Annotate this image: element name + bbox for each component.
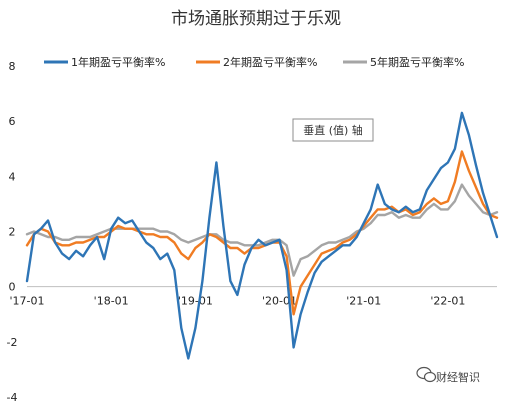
series-line (25, 183, 499, 277)
x-tick-label: '18-01 (94, 295, 129, 308)
y-tick-label: 2 (9, 226, 16, 239)
y-tick-label: 0 (9, 281, 16, 294)
y-axis-badge-box (292, 118, 374, 142)
watermark-text: 财经智识 (436, 370, 480, 384)
y-tick-label: 4 (9, 170, 16, 183)
wechat-icon (416, 366, 437, 383)
x-tick-label: '22-01 (430, 295, 465, 308)
y-tick-label: -4 (7, 391, 18, 404)
series-line (25, 111, 499, 360)
series-line (25, 150, 499, 316)
legend-label: 5年期盈亏平衡率% (370, 55, 464, 69)
x-tick-label: '17-01 (10, 295, 45, 308)
y-tick-label: 6 (9, 115, 16, 128)
x-axis-tick-labels: '17-01'18-01'19-01'20-01'21-01'22-01 (10, 295, 466, 308)
watermark: 财经智识 (416, 366, 480, 384)
chart-title: 市场通胀预期过于乐观 (171, 9, 341, 29)
legend-label: 1年期盈亏平衡率% (71, 55, 165, 69)
chart-series-layer (25, 111, 499, 360)
x-tick-label: '21-01 (346, 295, 381, 308)
y-axis-tick-labels: -4 -2 0 2 4 6 8 (7, 60, 18, 404)
y-tick-label: 8 (9, 60, 16, 73)
y-axis-badge: 垂直 (值) 轴 (292, 118, 374, 142)
y-tick-label: -2 (7, 336, 18, 349)
y-axis-badge-label: 垂直 (值) 轴 (303, 123, 363, 137)
chart-legend: 1年期盈亏平衡率% 2年期盈亏平衡率% 5年期盈亏平衡率% (44, 55, 464, 69)
legend-label: 2年期盈亏平衡率% (223, 55, 317, 69)
x-tick-label: '19-01 (178, 295, 213, 308)
